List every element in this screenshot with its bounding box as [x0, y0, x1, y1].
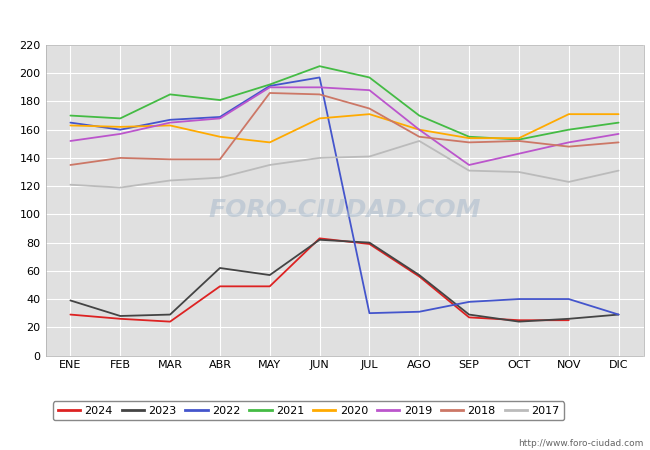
Text: http://www.foro-ciudad.com: http://www.foro-ciudad.com — [518, 439, 644, 448]
Text: Afiliados en Benagéber a 30/11/2024: Afiliados en Benagéber a 30/11/2024 — [157, 11, 493, 30]
Text: FORO-CIUDAD.COM: FORO-CIUDAD.COM — [208, 198, 481, 221]
Legend: 2024, 2023, 2022, 2021, 2020, 2019, 2018, 2017: 2024, 2023, 2022, 2021, 2020, 2019, 2018… — [53, 401, 564, 420]
